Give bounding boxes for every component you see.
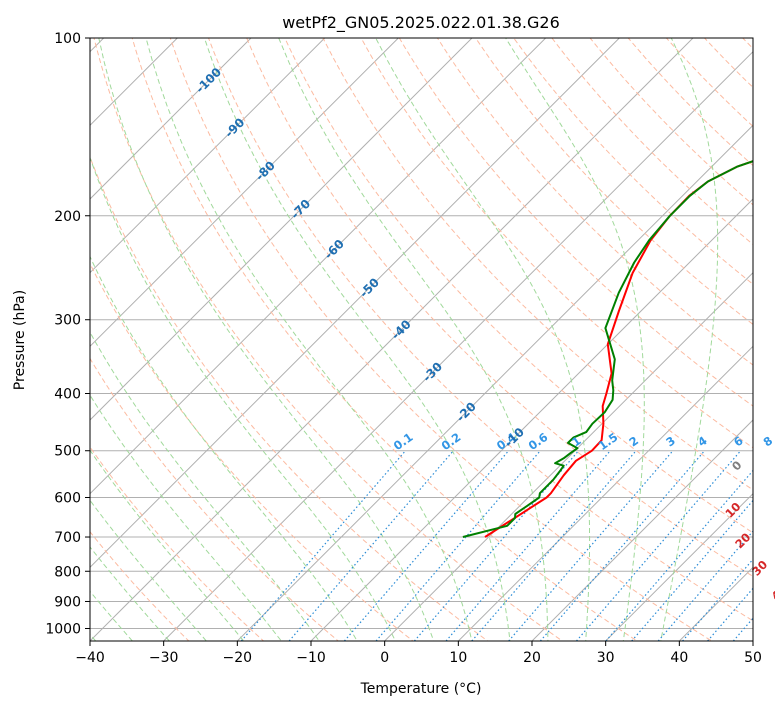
y-tick-label: 300 [54, 313, 81, 329]
x-tick-label: 0 [380, 650, 389, 666]
dry-adiabat [322, 38, 753, 491]
dry-adiabat [90, 446, 265, 641]
isotherm-line [310, 198, 753, 641]
mixing-ratio-line [508, 450, 674, 641]
isotherm-line [384, 271, 753, 641]
isotherm-line [90, 38, 252, 200]
dry-adiabat [398, 38, 753, 407]
moist-adiabat [90, 449, 245, 641]
moist-adiabat-label: 40 [768, 582, 775, 603]
y-axis-label: Pressure (hPa) [12, 290, 28, 390]
y-axis: 100 200 300 400 500 600 700 800 900 1000 [45, 31, 90, 637]
x-axis-label: Temperature (°C) [360, 681, 482, 697]
moist-adiabat [278, 38, 549, 641]
mixing-ratio-line [240, 450, 406, 641]
moist-adiabat [203, 38, 511, 641]
dry-adiabat [360, 38, 753, 449]
moist-adiabat [90, 156, 396, 641]
mixing-ratio-line [375, 450, 541, 641]
chart-title: wetPf2_GN05.2025.022.01.38.G26 [282, 13, 560, 33]
background-lines [90, 38, 753, 641]
y-tick-label: 500 [54, 444, 81, 460]
dry-adiabat [90, 357, 339, 641]
isotherm-line [90, 38, 620, 569]
dry-adiabat [169, 38, 713, 641]
y-tick-label: 400 [54, 387, 81, 403]
x-tick-label: −30 [149, 650, 179, 666]
isotherm-line [90, 38, 326, 274]
x-tick-label: −10 [296, 650, 326, 666]
dry-adiabat [436, 38, 753, 366]
isotherm-line [90, 38, 694, 641]
y-tick-label: 100 [54, 31, 81, 47]
mixing-ratio-line [575, 450, 742, 641]
x-tick-label: −40 [75, 650, 105, 666]
isotherm-line [605, 492, 753, 641]
x-tick-label: 20 [523, 650, 541, 666]
x-tick-label: 10 [449, 650, 467, 666]
x-tick-label: 40 [670, 650, 688, 666]
isotherm-line [236, 124, 753, 641]
moist-adiabat [660, 38, 719, 641]
isotherm-line [90, 38, 473, 421]
dry-adiabat [90, 530, 190, 641]
moist-adiabat [90, 331, 320, 641]
moist-adiabat [98, 38, 435, 641]
plot-frame [89, 37, 754, 642]
isotherm-line [90, 38, 399, 348]
dry-adiabat [90, 262, 414, 641]
dewpoint-profile [462, 160, 753, 538]
y-tick-label: 1000 [45, 621, 81, 637]
dry-adiabat [246, 38, 753, 578]
moist-adiabat [145, 38, 473, 641]
y-tick-label: 600 [54, 490, 81, 506]
mixing-ratio-line [471, 450, 637, 641]
dry-adiabat [589, 38, 753, 206]
x-axis: −40 −30 −20 −10 0 10 20 30 40 50 [75, 641, 762, 666]
x-tick-label: 50 [744, 650, 762, 666]
sounding-lines [462, 160, 753, 538]
isotherm-line [90, 38, 547, 495]
moist-adiabat [505, 38, 645, 641]
mixing-ratio-line [288, 450, 454, 641]
dry-adiabat [131, 38, 638, 641]
y-tick-label: 800 [54, 564, 81, 580]
dry-adiabat [513, 38, 753, 285]
dry-adiabat [208, 38, 753, 622]
y-tick-label: 200 [54, 209, 81, 225]
dry-adiabat [90, 155, 489, 641]
moist-adiabat [90, 394, 282, 641]
mixing-ratio-line [539, 450, 706, 641]
moist-adiabat [90, 255, 358, 641]
moist-adiabat [375, 38, 591, 641]
y-tick-label: 900 [54, 594, 81, 610]
dry-adiabat [284, 38, 753, 534]
mixing-ratio-line [343, 450, 510, 641]
isotherm-line [531, 419, 753, 641]
mixing-ratio-line [605, 469, 753, 641]
x-tick-label: 30 [597, 650, 615, 666]
mixing-ratio-line [445, 450, 611, 641]
y-tick-label: 700 [54, 530, 81, 546]
x-tick-label: −20 [223, 650, 253, 666]
